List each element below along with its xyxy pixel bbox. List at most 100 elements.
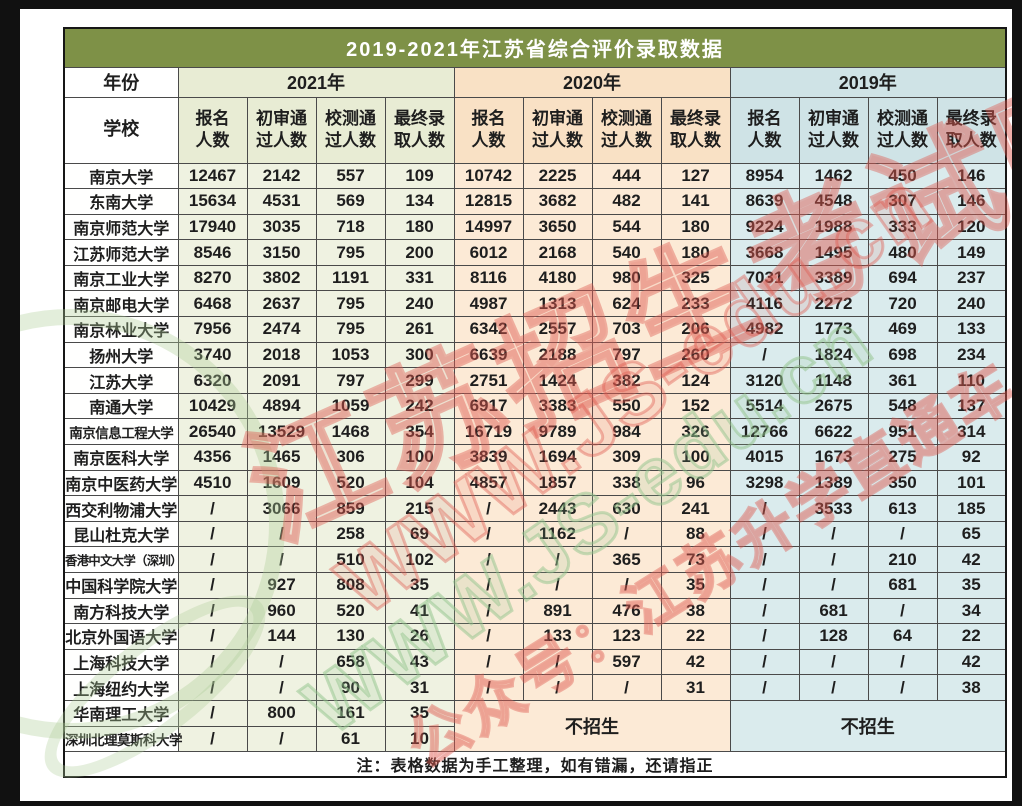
table-row: 深圳北理莫斯科大学 //61 10	[63, 725, 1006, 753]
value-cell: 34	[936, 597, 1007, 625]
table-row: 西交利物浦大学/3066 859 215/2443 630 241/3533 613 185	[63, 495, 1007, 522]
value-cell: 4180	[522, 264, 593, 292]
value-cell: 3383	[522, 392, 593, 420]
value-cell: 1609	[246, 469, 317, 497]
metric-header: 报名 人数	[453, 96, 524, 164]
value-cell: 2675	[798, 392, 869, 420]
school-name: 江苏大学	[63, 367, 179, 394]
empty-value-cell: /	[453, 546, 524, 573]
value-cell: 1059	[315, 392, 386, 420]
value-cell: 242	[384, 392, 455, 420]
value-cell: 8954	[729, 162, 800, 190]
value-cell: 12815	[453, 188, 524, 215]
school-name: 南京邮电大学	[63, 290, 179, 318]
table-row: 江苏大学 6320 2091 797 299 2751 1424 382 124 3120 1148…	[63, 367, 1007, 394]
empty-value-cell: /	[246, 648, 317, 676]
value-cell: 350	[867, 469, 938, 497]
value-cell: 1824	[798, 341, 869, 369]
empty-value-cell: /	[177, 495, 248, 522]
empty-value-cell: /	[729, 572, 800, 599]
value-cell: 3150	[246, 239, 317, 266]
value-cell: 161	[315, 699, 386, 727]
value-cell: 548	[867, 392, 938, 420]
value-cell: 6342	[453, 316, 524, 343]
value-cell: 128	[798, 623, 869, 650]
empty-value-cell: /	[798, 520, 869, 548]
value-cell: 12467	[177, 162, 248, 190]
value-cell: 4982	[729, 316, 800, 343]
value-cell: 2557	[522, 316, 593, 343]
value-cell: 510	[315, 546, 386, 573]
value-cell: 16719	[453, 418, 524, 446]
value-cell: 2168	[522, 239, 593, 266]
value-cell: 306	[315, 444, 386, 471]
value-cell: 1495	[798, 239, 869, 266]
value-cell: 9224	[729, 213, 800, 241]
value-cell: 630	[591, 495, 662, 522]
admission-table-wrapper: 2019-2021年江苏省综合评价录取数据 年份 2021年 2020年 201…	[63, 27, 1008, 779]
value-cell: 130	[315, 623, 386, 650]
metric-header: 初审通 过人数	[246, 96, 317, 164]
value-cell: 234	[936, 341, 1007, 369]
value-cell: 299	[384, 367, 455, 394]
value-cell: 123	[591, 623, 662, 650]
value-cell: 180	[660, 239, 731, 266]
value-cell: 1773	[798, 316, 869, 343]
value-cell: 41	[384, 597, 455, 625]
value-cell: 2188	[522, 341, 593, 369]
school-name: 昆山杜克大学	[63, 520, 179, 548]
value-cell: 65	[936, 520, 1007, 548]
value-cell: 6468	[177, 290, 248, 318]
empty-value-cell: /	[729, 674, 800, 701]
value-cell: 2091	[246, 367, 317, 394]
value-cell: 307	[867, 188, 938, 215]
empty-value-cell: /	[729, 546, 800, 573]
value-cell: 891	[522, 597, 593, 625]
school-name: 香港中文大学（深圳）	[63, 546, 183, 573]
value-cell: 26	[384, 623, 455, 650]
empty-value-cell: /	[453, 623, 524, 650]
empty-value-cell: /	[867, 520, 938, 548]
school-name: 东南大学	[63, 188, 179, 215]
table-row: 江苏师范大学 8546 3150 795 200 6012 2168 540 180 3668 14…	[63, 239, 1007, 266]
value-cell: 1857	[522, 469, 593, 497]
value-cell: 1389	[798, 469, 869, 497]
value-cell: 314	[936, 418, 1007, 446]
value-cell: 1313	[522, 290, 593, 318]
table-row: 南京师范大学 17940 3035 718 180 14997 3650 544 180 9224…	[63, 213, 1007, 241]
value-cell: 2443	[522, 495, 593, 522]
value-cell: 101	[936, 469, 1007, 497]
value-cell: 694	[867, 264, 938, 292]
value-cell: 88	[660, 520, 731, 548]
value-cell: 38	[936, 674, 1007, 701]
table-row: 南京信息工程大学 26540 13529 1468 354 16719 9789 984 326…	[63, 418, 1007, 446]
value-cell: 859	[315, 495, 386, 522]
value-cell: 90	[315, 674, 386, 701]
no-enrollment-cell: 不招生	[453, 699, 731, 753]
empty-value-cell: /	[867, 674, 938, 701]
school-name: 南京信息工程大学	[63, 418, 179, 446]
value-cell: 17940	[177, 213, 248, 241]
value-cell: 681	[798, 597, 869, 625]
admission-table: 2019-2021年江苏省综合评价录取数据 年份 2021年 2020年 201…	[63, 27, 1008, 779]
value-cell: 520	[315, 469, 386, 497]
value-cell: 331	[384, 264, 455, 292]
value-cell: 180	[660, 213, 731, 241]
value-cell: 8639	[729, 188, 800, 215]
value-cell: 300	[384, 341, 455, 369]
year-label-cell: 年份	[63, 66, 179, 98]
empty-value-cell: /	[798, 674, 869, 701]
value-cell: 43	[384, 648, 455, 676]
value-cell: 4548	[798, 188, 869, 215]
value-cell: 718	[315, 213, 386, 241]
table-image-canvas: 2019-2021年江苏省综合评价录取数据 年份 2021年 2020年 201…	[20, 9, 1012, 801]
no-enrollment-cell: 不招生	[729, 699, 1007, 753]
value-cell: 64	[867, 623, 938, 650]
value-cell: 800	[246, 699, 317, 727]
value-cell: 3839	[453, 444, 524, 471]
value-cell: 2225	[522, 162, 593, 190]
value-cell: 6917	[453, 392, 524, 420]
value-cell: 6639	[453, 341, 524, 369]
value-cell: 260	[660, 341, 731, 369]
value-cell: 2018	[246, 341, 317, 369]
